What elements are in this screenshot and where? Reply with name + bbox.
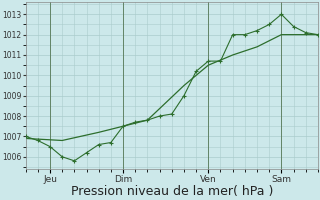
X-axis label: Pression niveau de la mer( hPa ): Pression niveau de la mer( hPa ) xyxy=(71,185,273,198)
